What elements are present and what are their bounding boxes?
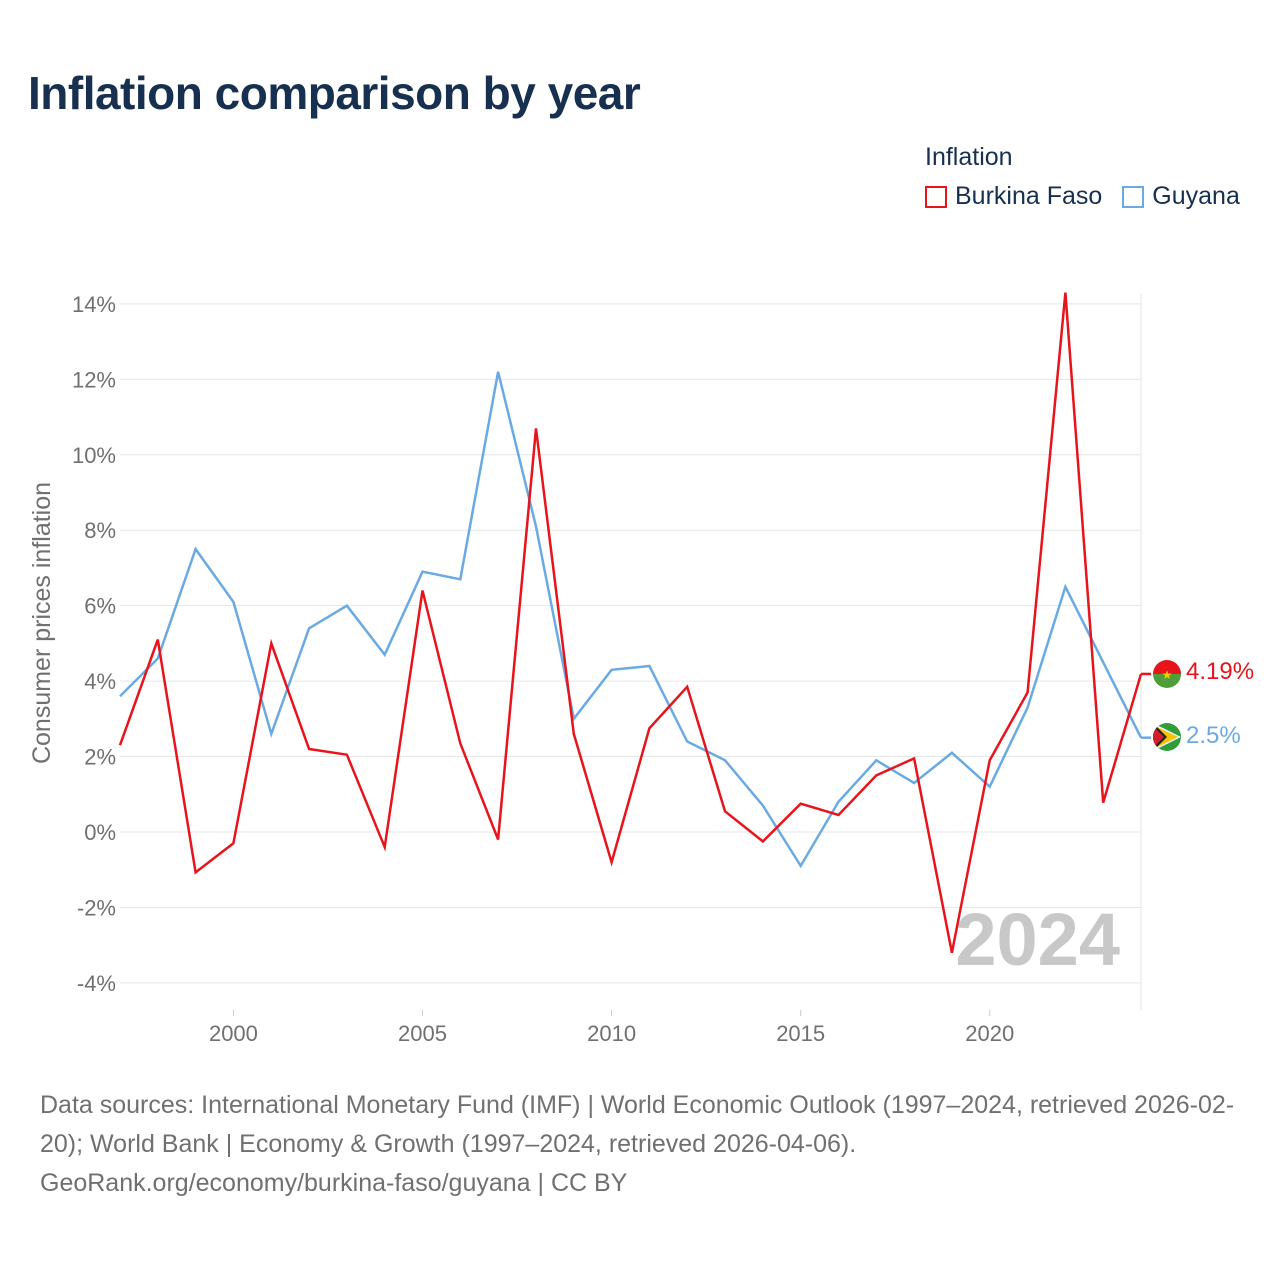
y-tick-label: 0%	[84, 820, 116, 845]
x-tick-label: 2010	[587, 1021, 636, 1046]
series-line-guyana[interactable]	[119, 371, 1143, 869]
y-tick-label: -4%	[77, 971, 116, 996]
y-tick-label: 2%	[84, 745, 116, 770]
legend-label-burkina-faso: Burkina Faso	[955, 182, 1103, 210]
y-tick-label: 8%	[84, 518, 116, 543]
chart-title: Inflation comparison by year	[28, 67, 641, 119]
legend: Inflation Burkina Faso Guyana	[925, 143, 1240, 211]
x-tick-label: 2000	[209, 1021, 258, 1046]
y-tick-label: -2%	[77, 895, 116, 920]
series-line-burkina-faso[interactable]	[118, 292, 1143, 953]
legend-title: Inflation	[925, 143, 1013, 171]
x-tick-label: 2015	[776, 1021, 825, 1046]
line-chart: -4% -2% 0% 2% 4% 6% 8% 10% 12% 14% 2000 2005 2010 201…	[28, 292, 1254, 1046]
sources-text: Data sources: International Monetary Fun…	[40, 1091, 1235, 1158]
end-label-guyana: 2.5%	[1186, 722, 1241, 749]
y-tick-label: 14%	[72, 292, 116, 317]
flag-icon-burkina-faso: ★	[1153, 660, 1181, 688]
y-tick-label: 4%	[84, 669, 116, 694]
watermark-year: 2024	[955, 898, 1120, 981]
x-tick-label: 2005	[398, 1021, 447, 1046]
y-tick-label: 12%	[72, 367, 116, 392]
legend-item-guyana[interactable]: Guyana	[1122, 182, 1240, 211]
legend-label-guyana: Guyana	[1152, 182, 1240, 210]
y-axis-title: Consumer prices inflation	[28, 482, 56, 764]
legend-swatch-burkina-faso	[925, 185, 947, 208]
legend-item-burkina-faso[interactable]: Burkina Faso	[925, 182, 1102, 211]
svg-text:★: ★	[1162, 668, 1173, 682]
data-sources: Data sources: International Monetary Fun…	[40, 1086, 1250, 1203]
sources-link[interactable]: GeoRank.org/economy/burkina-faso/guyana …	[40, 1169, 628, 1197]
legend-swatch-guyana	[1122, 185, 1145, 208]
flag-icon-guyana	[1153, 723, 1181, 751]
x-tick-label: 2020	[965, 1021, 1014, 1046]
end-label-burkina-faso: 4.19%	[1186, 658, 1254, 685]
y-tick-label: 10%	[72, 443, 116, 468]
y-tick-label: 6%	[84, 594, 116, 619]
